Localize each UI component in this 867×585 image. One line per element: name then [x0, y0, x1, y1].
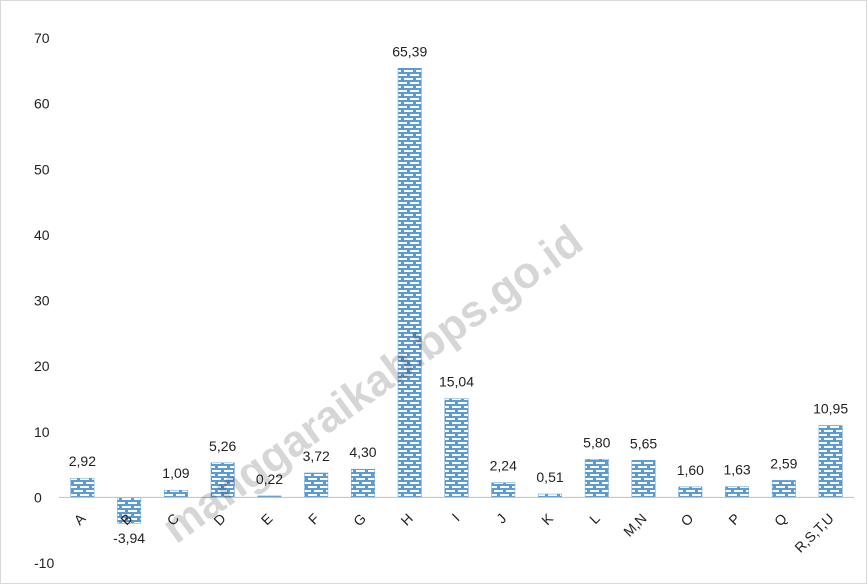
- y-tick-label: 30: [34, 293, 50, 309]
- category-label: E: [258, 510, 276, 528]
- data-label: 2,92: [69, 453, 96, 469]
- bar: [70, 477, 95, 498]
- y-tick-label: -10: [34, 555, 54, 571]
- y-axis-ticks: -10 0 10 20 30 40 50 60 70: [34, 30, 54, 571]
- category-label: G: [350, 510, 369, 529]
- category-label: F: [305, 510, 322, 527]
- bar: [351, 468, 375, 498]
- category-label: L: [586, 510, 603, 527]
- category-label: O: [677, 510, 696, 529]
- data-labels: 2,92 -3,94 1,09 5,26 0,22 3,72 4,30 65,39 15,04 2…: [69, 43, 849, 546]
- data-label: -3,94: [113, 530, 145, 546]
- data-label: 5,80: [583, 434, 610, 450]
- category-label: R,S,T,U: [791, 510, 836, 555]
- bar: [584, 459, 609, 498]
- data-label: 5,26: [209, 438, 236, 454]
- data-label: 1,60: [677, 462, 704, 478]
- bar: [397, 68, 422, 498]
- bar: [538, 493, 562, 498]
- y-tick-label: 60: [34, 96, 50, 112]
- category-label: A: [71, 510, 89, 528]
- category-label: P: [725, 510, 743, 528]
- category-label: K: [538, 510, 556, 528]
- y-tick-label: 10: [34, 424, 50, 440]
- data-label: 15,04: [439, 374, 474, 390]
- data-label: 5,65: [630, 435, 657, 451]
- bars: [70, 68, 843, 524]
- bar: [444, 398, 469, 498]
- bar: [304, 472, 329, 498]
- data-label: 1,63: [723, 462, 750, 478]
- data-label: 2,59: [770, 455, 797, 471]
- y-tick-label: 70: [34, 30, 50, 46]
- bar: [818, 425, 843, 498]
- data-label: 1,09: [162, 465, 189, 481]
- data-label: 0,51: [536, 469, 563, 485]
- data-label: 3,72: [303, 448, 330, 464]
- category-label: H: [397, 510, 415, 528]
- y-tick-label: 50: [34, 161, 50, 177]
- category-label: J: [493, 510, 509, 526]
- data-label: 2,24: [490, 458, 517, 474]
- bar: [771, 480, 796, 498]
- bar: [631, 460, 656, 498]
- y-tick-label: 0: [34, 489, 42, 505]
- bar: [678, 486, 703, 498]
- y-tick-label: 20: [34, 358, 50, 374]
- y-tick-label: 40: [34, 227, 50, 243]
- watermark: manggaraikab.bps.go.id: [153, 216, 591, 553]
- data-label: 0,22: [256, 471, 283, 487]
- data-label: 4,30: [349, 444, 376, 460]
- bar: [491, 482, 516, 498]
- category-label: I: [449, 510, 463, 524]
- bar: [725, 486, 750, 498]
- data-label: 10,95: [813, 401, 848, 417]
- category-label: M,N: [620, 510, 649, 539]
- data-label: 65,39: [392, 43, 427, 59]
- category-label: Q: [771, 510, 790, 529]
